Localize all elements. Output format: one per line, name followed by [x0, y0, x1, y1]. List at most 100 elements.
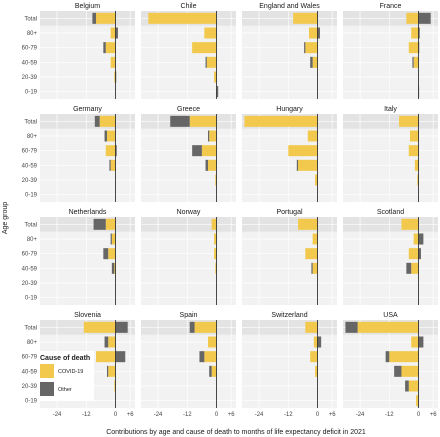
y-tick-label-netherlands-20-39: 20-39	[22, 281, 38, 287]
strip-label-france: France	[380, 3, 402, 10]
legend: Cause of death COVID-19 Other	[40, 351, 94, 401]
bar-usa-20-39-covid	[408, 380, 419, 392]
bar-spain-total-other	[189, 321, 195, 333]
bar-england-and-wales-80-other	[317, 27, 320, 39]
panel-italy: Italy	[343, 103, 438, 202]
bar-spain-60-79-other	[199, 351, 205, 363]
strip-label-italy: Italy	[384, 106, 397, 113]
bar-germany-80-other	[104, 130, 107, 142]
strip-switzerland	[242, 309, 337, 320]
bar-usa-80-other	[418, 336, 424, 348]
y-tick-label-slovenia-60-79: 60-79	[22, 355, 38, 361]
bar-netherlands-total-other	[93, 218, 106, 230]
bar-slovenia-80-covid	[108, 336, 116, 348]
bar-scotland-40-59-covid	[411, 262, 419, 274]
bar-usa-0-19-covid	[416, 395, 419, 407]
bar-slovenia-40-59-other	[106, 365, 109, 377]
strip-slovenia	[40, 309, 135, 320]
bar-hungary-20-39-covid	[315, 174, 318, 186]
panel-england-and-wales: England and Wales	[242, 0, 337, 99]
bar-france-40-59-covid	[413, 56, 419, 68]
strip-scotland	[343, 206, 438, 217]
x-tick-label-switzerland-3: +6	[329, 412, 337, 418]
bar-usa-60-79-other	[385, 351, 390, 363]
bar-scotland-40-59-other	[406, 262, 412, 274]
panel-scotland: Scotland	[343, 206, 438, 305]
bar-belgium-80-other	[115, 27, 118, 39]
x-axis-title: Contributions by age and cause of death …	[106, 429, 366, 436]
x-tick-label-spain-0: -24	[154, 412, 163, 418]
bar-portugal-total-covid	[298, 218, 318, 230]
bar-usa-total-covid	[357, 321, 419, 333]
bar-norway-total-covid	[211, 218, 217, 230]
bar-greece-80-other	[207, 130, 210, 142]
x-tick-label-usa-1: -12	[385, 412, 394, 418]
bar-slovenia-80-other	[104, 336, 109, 348]
panel-greece: Greece	[141, 103, 236, 202]
strip-label-netherlands: Netherlands	[69, 209, 107, 216]
bar-netherlands-60-79-covid	[108, 248, 116, 260]
y-tick-label-belgium-total: Total	[24, 16, 37, 22]
strip-england-and-wales	[242, 0, 337, 11]
bar-portugal-40-59-other	[311, 262, 313, 274]
strip-hungary	[242, 103, 337, 114]
y-tick-label-germany-40-59: 40-59	[22, 163, 38, 169]
x-tick-label-switzerland-2: 0	[316, 412, 320, 418]
y-tick-label-netherlands-0-19: 0-19	[25, 296, 38, 302]
bar-spain-40-59-covid	[211, 365, 217, 377]
strip-label-belgium: Belgium	[75, 3, 100, 10]
y-tick-label-germany-20-39: 20-39	[22, 178, 38, 184]
bar-spain-total-covid	[194, 321, 217, 333]
bar-chile-total-covid	[148, 12, 217, 24]
strip-label-norway: Norway	[177, 209, 201, 216]
bar-slovenia-40-59-covid	[108, 365, 116, 377]
y-tick-label-slovenia-total: Total	[24, 325, 37, 331]
bar-belgium-80-covid	[110, 27, 116, 39]
y-tick-label-germany-0-19: 0-19	[25, 193, 38, 199]
y-tick-label-belgium-40-59: 40-59	[22, 60, 38, 66]
bar-switzerland-60-79-covid	[310, 351, 318, 363]
y-tick-label-netherlands-40-59: 40-59	[22, 266, 38, 272]
y-tick-label-germany-60-79: 60-79	[22, 149, 38, 155]
bar-england-and-wales-80-covid	[308, 27, 318, 39]
bar-france-40-59-other	[412, 56, 414, 68]
strip-label-slovenia: Slovenia	[74, 312, 101, 319]
panel-hungary: Hungary	[242, 103, 337, 202]
bar-germany-total-covid	[99, 115, 116, 127]
panels-layer: Belgium Total 80+ 60-79 40-59 20-39 0-19 Chile E…	[22, 0, 438, 418]
bar-england-and-wales-40-59-other	[310, 56, 313, 68]
legend-label-covid: COVID-19	[58, 369, 83, 375]
strip-norway	[141, 206, 236, 217]
bar-italy-20-39-covid	[417, 174, 419, 186]
bar-hungary-80-covid	[307, 130, 318, 142]
y-tick-label-belgium-60-79: 60-79	[22, 46, 38, 52]
bar-france-total-other	[418, 12, 431, 24]
panel-usa: USA -24 -12 0 +6	[343, 309, 438, 418]
bar-france-total-covid	[406, 12, 419, 24]
bar-usa-40-59-covid	[401, 365, 419, 377]
bar-spain-60-79-covid	[204, 351, 217, 363]
bar-norway-60-79-covid	[214, 248, 217, 260]
strip-belgium	[40, 0, 135, 11]
y-tick-label-slovenia-20-39: 20-39	[22, 384, 38, 390]
x-tick-label-usa-2: 0	[417, 412, 421, 418]
bar-portugal-60-79-covid	[305, 248, 318, 260]
bar-spain-80-covid	[207, 336, 217, 348]
y-tick-label-netherlands-80: 80+	[27, 237, 38, 243]
bar-netherlands-80-other	[110, 233, 112, 245]
bar-france-80-covid	[411, 27, 419, 39]
x-tick-label-slovenia-1: -12	[82, 412, 91, 418]
x-tick-label-switzerland-0: -24	[255, 412, 264, 418]
bar-usa-20-39-other	[405, 380, 409, 392]
strip-label-england-and-wales: England and Wales	[259, 3, 320, 10]
strip-label-portugal: Portugal	[276, 209, 303, 216]
y-tick-label-germany-total: Total	[24, 119, 37, 125]
bar-italy-60-79-covid	[408, 145, 419, 157]
strip-portugal	[242, 206, 337, 217]
bar-slovenia-total-covid	[83, 321, 116, 333]
bar-slovenia-20-39-covid	[114, 380, 116, 392]
bar-usa-60-79-covid	[389, 351, 419, 363]
strip-label-hungary: Hungary	[276, 106, 303, 113]
bar-netherlands-40-59-other	[111, 262, 115, 274]
